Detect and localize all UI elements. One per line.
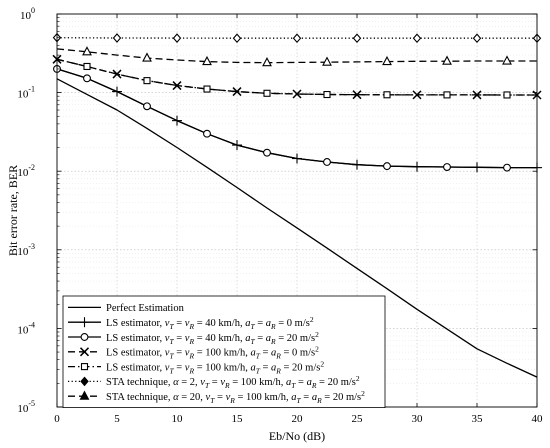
marker-square [143, 77, 151, 85]
x-tick-label: 35 [472, 413, 484, 425]
series-line [56, 48, 537, 64]
series-line [56, 37, 537, 39]
legend-box [62, 295, 386, 408]
marker-triangle [142, 52, 152, 62]
marker-square [383, 91, 391, 99]
series-line [56, 58, 537, 96]
marker-diamond [292, 33, 302, 44]
marker-circle [80, 333, 89, 341]
axis-ticks: 0 5 10 15 20 25 30 35 40 10-5 10-4 10-3 10-2 10-1 100 [17, 6, 543, 425]
legend-label: STA technique, α = 20, νT = νR = 100 km/… [106, 389, 365, 405]
legend-item: LS estimator, νT = νR = 40 km/h, aT = aR… [68, 330, 319, 346]
marker-square [80, 363, 89, 371]
marker-diamond [472, 33, 482, 44]
legend-item: STA technique, α = 20, νT = νR = 100 km/… [68, 389, 365, 405]
y-tick-label: 10-5 [17, 399, 35, 415]
x-tick-label: 40 [532, 413, 544, 425]
marker-square [263, 89, 271, 97]
marker-triangle [502, 55, 512, 65]
marker-diamond [80, 376, 89, 387]
marker-circle [263, 148, 271, 157]
series-layer [52, 32, 542, 378]
x-tick-label: 30 [412, 413, 424, 425]
marker-circle [143, 102, 151, 111]
x-tick-label: 25 [352, 413, 364, 425]
series-5 [56, 58, 537, 99]
y-tick-label: 100 [20, 6, 35, 22]
marker-circle [443, 163, 451, 171]
marker-circle [503, 163, 511, 172]
series-1 [56, 78, 538, 378]
marker-square [443, 91, 451, 99]
marker-diamond [412, 33, 422, 44]
marker-plus [79, 317, 90, 328]
marker-diamond [172, 33, 182, 43]
marker-square [323, 90, 331, 99]
marker-x [79, 347, 90, 357]
y-axis-label: Bit error rate, BER [6, 165, 20, 256]
marker-x [352, 90, 362, 100]
marker-triangle [322, 56, 332, 66]
marker-triangle [82, 46, 92, 56]
x-tick-label: 0 [54, 413, 60, 425]
series-line [56, 78, 538, 378]
legend-item: STA technique, α = 2, νT = νR = 100 km/h… [68, 374, 360, 390]
legend-label: Perfect Estimation [106, 303, 185, 314]
legend-label: STA technique, α = 2, νT = νR = 100 km/h… [106, 374, 360, 390]
marker-diamond [352, 33, 362, 44]
x-tick-label: 15 [232, 413, 244, 425]
marker-triangle [442, 55, 452, 65]
marker-circle [83, 74, 91, 83]
x-tick-label: 5 [114, 413, 120, 425]
legend-label: LS estimator, νT = νR = 100 km/h, aT = a… [106, 359, 324, 375]
marker-square [83, 62, 91, 71]
y-tick-label: 10-3 [17, 242, 35, 258]
marker-square [503, 91, 511, 99]
legend-label: LS estimator, νT = νR = 100 km/h, aT = a… [106, 345, 319, 361]
marker-circle [203, 129, 211, 138]
series-3 [53, 64, 537, 172]
marker-diamond [232, 33, 242, 44]
legend-item: LS estimator, νT = νR = 40 km/h, aT = aR… [68, 315, 314, 331]
series-line [56, 68, 537, 169]
legend-label: LS estimator, νT = νR = 40 km/h, aT = aR… [106, 330, 319, 346]
series-6 [52, 32, 542, 44]
marker-circle [323, 158, 331, 166]
marker-triangle [382, 55, 392, 66]
y-tick-label: 10-1 [17, 85, 35, 101]
series-7 [56, 46, 537, 67]
x-axis-label: Eb/No (dB) [269, 429, 325, 443]
marker-diamond [112, 33, 122, 43]
marker-x [232, 87, 242, 97]
marker-circle [383, 162, 391, 171]
x-tick-label: 10 [172, 413, 184, 425]
marker-triangle [262, 57, 272, 67]
legend-item: Perfect Estimation [68, 303, 185, 314]
marker-square [203, 85, 211, 93]
x-tick-label: 20 [292, 413, 304, 425]
marker-triangle [202, 55, 212, 66]
y-tick-label: 10-2 [17, 163, 35, 179]
legend-item: LS estimator, νT = νR = 100 km/h, aT = a… [68, 359, 324, 375]
legend-label: LS estimator, νT = νR = 40 km/h, aT = aR… [106, 315, 314, 331]
legend-item: LS estimator, νT = νR = 100 km/h, aT = a… [68, 345, 319, 361]
y-tick-label: 10-4 [17, 320, 35, 336]
marker-triangle [79, 390, 90, 400]
